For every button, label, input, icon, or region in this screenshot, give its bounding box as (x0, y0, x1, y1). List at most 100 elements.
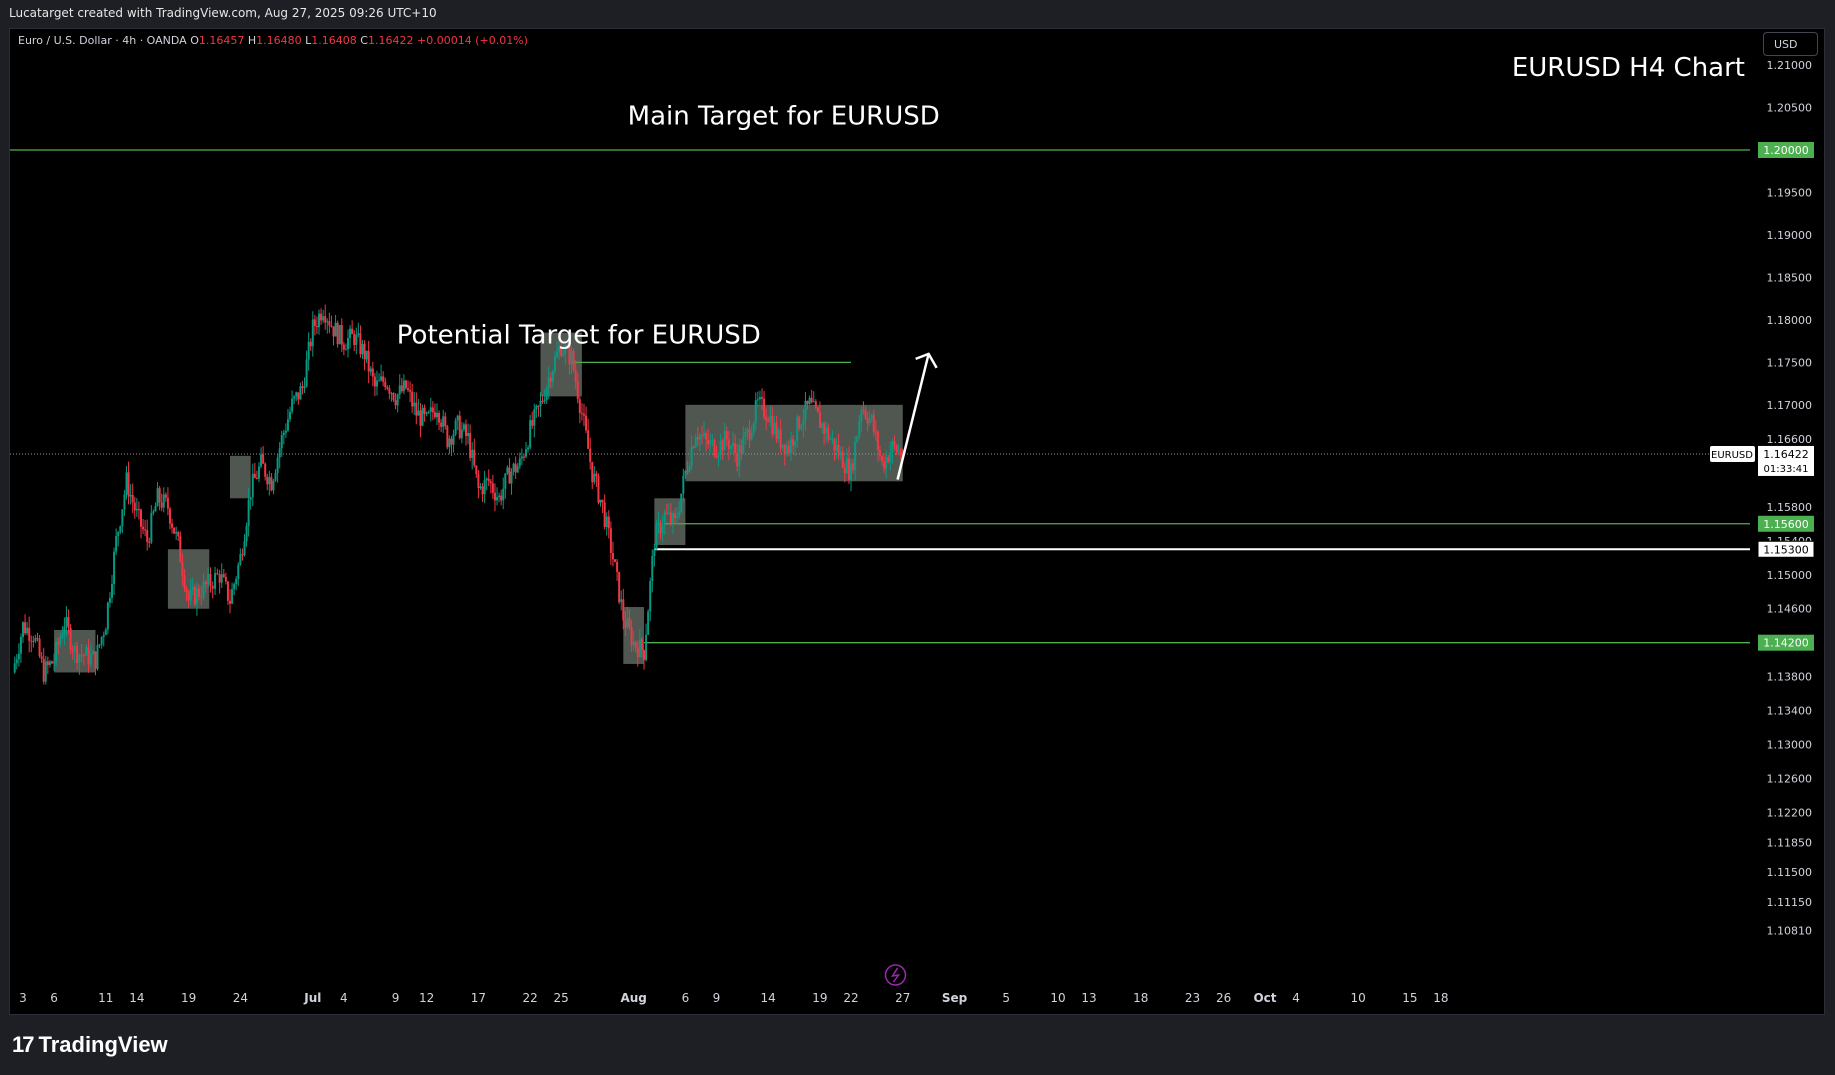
time-tick-label: 27 (895, 991, 910, 1005)
candle-body (545, 387, 548, 401)
candle-body (576, 381, 579, 400)
candle-body (233, 584, 236, 590)
time-tick-label: 14 (761, 991, 776, 1005)
candle-body (760, 397, 763, 399)
candle-body (67, 617, 70, 628)
candle-body (872, 415, 875, 432)
chart-area[interactable]: Main Target for EURUSD Potential Target f… (9, 28, 1825, 1015)
levels-layer (10, 149, 1750, 644)
candle-body (102, 635, 105, 638)
candle-body (324, 316, 327, 323)
candle-body (181, 562, 184, 576)
price-tick-label: 1.13000 (1767, 739, 1813, 752)
candle-body (87, 647, 90, 665)
candle-body (346, 338, 349, 350)
candle-body (527, 447, 530, 450)
candle-body (454, 420, 457, 435)
candle-body (506, 467, 509, 474)
candle-body (634, 641, 637, 648)
candle-body (369, 368, 372, 372)
candle-body (876, 431, 879, 451)
candle-body (595, 473, 598, 477)
candle-body (73, 645, 76, 652)
candle-body (189, 589, 192, 601)
candle-body (814, 401, 817, 408)
chart-title: EURUSD H4 Chart (1512, 53, 1745, 83)
currency-button[interactable]: USD (1763, 32, 1818, 56)
tradingview-brand[interactable]: 17 TradingView (12, 1032, 168, 1058)
candle-body (686, 470, 689, 472)
candle-body (535, 405, 538, 410)
time-tick-label: 26 (1216, 991, 1231, 1005)
candle-body (636, 647, 639, 657)
candle-body (257, 466, 260, 479)
time-tick-label: 9 (713, 991, 721, 1005)
candle-body (166, 497, 169, 509)
misc-layer (884, 964, 907, 986)
candle-body (603, 502, 606, 527)
candle-body (330, 325, 333, 327)
candle-body (703, 433, 706, 437)
candle-body (249, 497, 252, 500)
candle-body (748, 429, 751, 440)
price-tick-label: 1.16600 (1767, 433, 1813, 446)
candle-body (491, 483, 494, 493)
candle-body (825, 427, 828, 434)
candlestick-chart[interactable]: Main Target for EURUSD Potential Target f… (10, 29, 1824, 1014)
candle-body (100, 637, 103, 645)
candle-body (473, 449, 476, 466)
candle-body (142, 526, 145, 530)
price-tick-label: 1.20500 (1767, 102, 1813, 115)
candle-body (220, 574, 223, 583)
candle-body (78, 654, 81, 664)
candle-body (599, 499, 602, 503)
candle-body (326, 321, 329, 323)
candle-body (89, 654, 92, 665)
candle-body (669, 512, 672, 523)
candle-body (715, 455, 718, 458)
candle-body (171, 523, 174, 528)
candle-body (605, 516, 608, 527)
candle-body (200, 596, 203, 598)
candle-body (721, 440, 724, 451)
candle-body (251, 473, 254, 498)
candle-body (487, 478, 490, 482)
candle-body (55, 642, 58, 662)
candle-body (444, 416, 447, 427)
price-tick-label: 1.21000 (1767, 59, 1813, 72)
candle-body (862, 409, 865, 411)
time-tick-label: 19 (812, 991, 827, 1005)
price-tick-label: 1.12200 (1767, 807, 1813, 820)
candle-body (671, 513, 674, 523)
candle-body (794, 441, 797, 446)
time-tick-label: 18 (1433, 991, 1448, 1005)
candle-body (829, 439, 832, 441)
candle-body (831, 438, 834, 440)
candle-body (239, 554, 242, 565)
candle-body (483, 480, 486, 495)
candle-body (512, 463, 515, 472)
candle-body (560, 347, 563, 356)
candle-body (160, 502, 163, 508)
candle-body (398, 385, 401, 395)
candle-body (696, 437, 699, 440)
candle-body (30, 640, 33, 642)
level-price-tag-label: 1.14200 (1763, 637, 1809, 650)
candle-body (82, 655, 85, 657)
candle-body (202, 581, 205, 598)
bottom-bar (0, 1015, 1835, 1075)
candle-body (630, 627, 633, 646)
candle-body (856, 436, 859, 443)
candle-body (433, 412, 436, 418)
candles-layer (13, 304, 904, 685)
candle-body (738, 444, 741, 467)
candle-body (827, 427, 830, 440)
candle-body (551, 371, 554, 382)
candle-body (229, 600, 231, 604)
candle-body (787, 445, 790, 453)
candle-body (798, 416, 801, 429)
candle-body (139, 509, 142, 527)
time-tick-label: 23 (1185, 991, 1200, 1005)
candle-body (510, 471, 513, 484)
candle-body (736, 452, 739, 467)
